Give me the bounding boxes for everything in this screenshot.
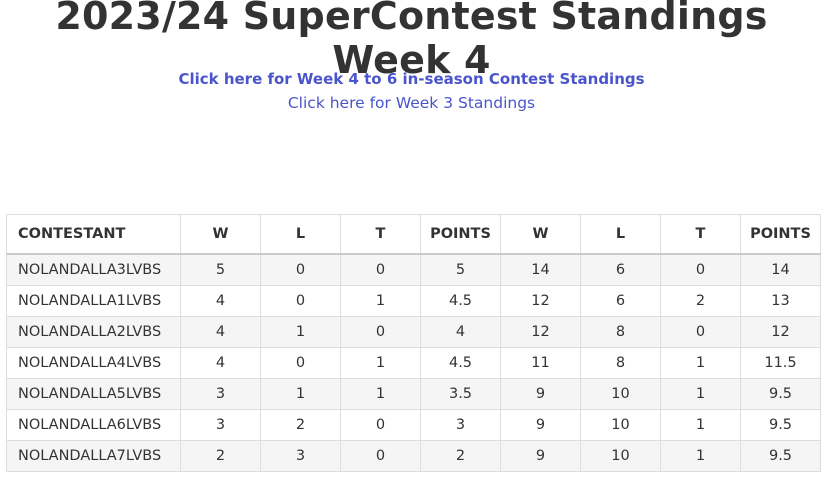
stat-cell: 9 — [500, 378, 581, 410]
stat-cell: 10 — [580, 409, 661, 441]
column-header: W — [500, 214, 581, 255]
stat-cell: 3 — [180, 378, 261, 410]
stat-cell: 14 — [500, 253, 581, 286]
stat-cell: 2 — [660, 285, 741, 317]
stat-cell: 0 — [340, 316, 421, 348]
column-header: T — [660, 214, 741, 255]
stat-cell: 3.5 — [420, 378, 501, 410]
stat-cell: 11 — [500, 347, 581, 379]
standings-table: CONTESTANT W L T POINTS W L T POINTS NOLANDALLA3… — [6, 214, 821, 472]
stat-cell: 4 — [420, 316, 501, 348]
stat-cell: 4 — [180, 347, 261, 379]
stat-cell: 9 — [500, 409, 581, 441]
contestant-name: NOLANDALLA2LVBS — [6, 316, 181, 348]
stat-cell: 1 — [340, 285, 421, 317]
stat-cell: 12 — [740, 316, 821, 348]
stat-cell: 0 — [260, 347, 341, 379]
stat-cell: 0 — [260, 253, 341, 286]
column-header: W — [180, 214, 261, 255]
column-header: L — [580, 214, 661, 255]
stat-cell: 3 — [180, 409, 261, 441]
page-title: 2023/24 SuperContest Standings Week 4 — [55, 0, 768, 82]
stat-cell: 1 — [660, 409, 741, 441]
contestant-name: NOLANDALLA7LVBS — [6, 440, 181, 472]
stat-cell: 3 — [420, 409, 501, 441]
stat-cell: 12 — [500, 285, 581, 317]
stat-cell: 1 — [340, 378, 421, 410]
stat-cell: 9 — [500, 440, 581, 472]
stat-cell: 6 — [580, 253, 661, 286]
stat-cell: 4 — [180, 285, 261, 317]
table-row: NOLANDALLA5LVBS 3 1 1 3.5 9 10 1 9.5 — [6, 378, 821, 410]
stat-cell: 10 — [580, 378, 661, 410]
stat-cell: 0 — [260, 285, 341, 317]
table-row: NOLANDALLA4LVBS 4 0 1 4.5 11 8 1 11.5 — [6, 347, 821, 379]
column-header: T — [340, 214, 421, 255]
stat-cell: 11.5 — [740, 347, 821, 379]
table-row: NOLANDALLA1LVBS 4 0 1 4.5 12 6 2 13 — [6, 285, 821, 317]
stat-cell: 13 — [740, 285, 821, 317]
stat-cell: 4.5 — [420, 347, 501, 379]
stat-cell: 8 — [580, 347, 661, 379]
stat-cell: 4 — [180, 316, 261, 348]
stat-cell: 0 — [660, 253, 741, 286]
stat-cell: 12 — [500, 316, 581, 348]
stat-cell: 1 — [660, 440, 741, 472]
stat-cell: 0 — [340, 440, 421, 472]
column-header: CONTESTANT — [6, 214, 181, 255]
stat-cell: 4.5 — [420, 285, 501, 317]
stat-cell: 9.5 — [740, 409, 821, 441]
contestant-name: NOLANDALLA4LVBS — [6, 347, 181, 379]
contestant-name: NOLANDALLA5LVBS — [6, 378, 181, 410]
table-header-row: CONTESTANT W L T POINTS W L T POINTS — [6, 214, 821, 255]
stat-cell: 9.5 — [740, 440, 821, 472]
stat-cell: 2 — [180, 440, 261, 472]
stat-cell: 3 — [260, 440, 341, 472]
stat-cell: 2 — [260, 409, 341, 441]
stat-cell: 1 — [660, 347, 741, 379]
stat-cell: 0 — [340, 409, 421, 441]
column-header: POINTS — [740, 214, 821, 255]
stat-cell: 9.5 — [740, 378, 821, 410]
contestant-name: NOLANDALLA1LVBS — [6, 285, 181, 317]
table-row: NOLANDALLA2LVBS 4 1 0 4 12 8 0 12 — [6, 316, 821, 348]
stat-cell: 2 — [420, 440, 501, 472]
stat-cell: 5 — [420, 253, 501, 286]
table-row: NOLANDALLA7LVBS 2 3 0 2 9 10 1 9.5 — [6, 440, 821, 472]
stat-cell: 5 — [180, 253, 261, 286]
stat-cell: 6 — [580, 285, 661, 317]
contestant-name: NOLANDALLA6LVBS — [6, 409, 181, 441]
column-header: POINTS — [420, 214, 501, 255]
stat-cell: 0 — [340, 253, 421, 286]
stat-cell: 10 — [580, 440, 661, 472]
stat-cell: 1 — [260, 378, 341, 410]
week-3-standings-link[interactable]: Click here for Week 3 Standings — [287, 94, 536, 112]
column-header: L — [260, 214, 341, 255]
table-row: NOLANDALLA3LVBS 5 0 0 5 14 6 0 14 — [6, 253, 821, 286]
table-row: NOLANDALLA6LVBS 3 2 0 3 9 10 1 9.5 — [6, 409, 821, 441]
contestant-name: NOLANDALLA3LVBS — [6, 253, 181, 286]
stat-cell: 1 — [340, 347, 421, 379]
standings-links: Click here for Week 4 to 6 in-season Con… — [0, 67, 823, 115]
stat-cell: 1 — [660, 378, 741, 410]
week-4-6-standings-link[interactable]: Click here for Week 4 to 6 in-season Con… — [178, 70, 645, 88]
stat-cell: 1 — [260, 316, 341, 348]
stat-cell: 14 — [740, 253, 821, 286]
stat-cell: 0 — [660, 316, 741, 348]
stat-cell: 8 — [580, 316, 661, 348]
